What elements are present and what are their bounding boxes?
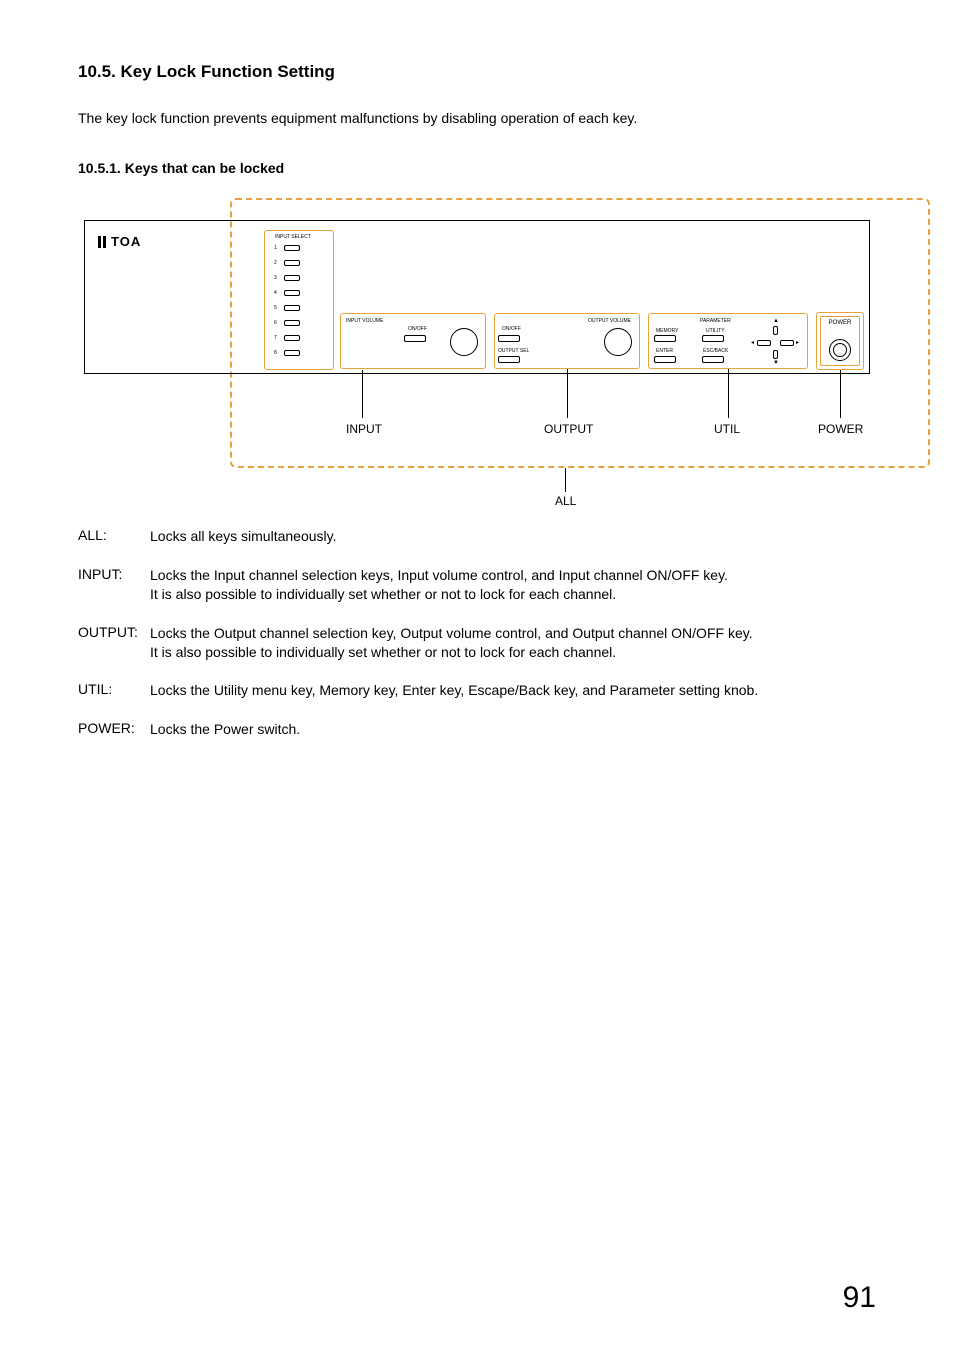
- output-volume-knob: [604, 328, 632, 356]
- category-util: UTIL: [714, 422, 740, 436]
- ch-btn-3: [284, 275, 300, 281]
- ch-btn-6: [284, 320, 300, 326]
- label-onoff-left: ON/OFF: [408, 326, 427, 332]
- subsection-title: 10.5.1. Keys that can be locked: [78, 160, 876, 176]
- category-input: INPUT: [346, 422, 382, 436]
- def-row: ALL: Locks all keys simultaneously.: [78, 527, 876, 546]
- nav-down-arrow-icon: ▼: [773, 360, 779, 366]
- utility-btn: [702, 335, 724, 342]
- line-power: [840, 370, 841, 418]
- def-term: OUTPUT:: [78, 624, 150, 662]
- ch-num-1: 1: [274, 245, 277, 251]
- def-row: OUTPUT: Locks the Output channel selecti…: [78, 624, 876, 662]
- nav-up-arrow-icon: ▲: [773, 318, 779, 324]
- label-parameter: PARAMETER: [700, 318, 731, 324]
- group-power: POWER: [816, 312, 864, 370]
- ch-btn-4: [284, 290, 300, 296]
- def-term: POWER:: [78, 720, 150, 739]
- group-input-select: [264, 230, 334, 370]
- ch-num-6: 6: [274, 320, 277, 326]
- nav-right-btn: [780, 340, 794, 346]
- ch-num-4: 4: [274, 290, 277, 296]
- power-switch-icon: [829, 339, 851, 361]
- label-output-sel: OUTPUT SEL: [498, 348, 529, 354]
- ch-btn-5: [284, 305, 300, 311]
- memory-btn: [654, 335, 676, 342]
- enter-btn: [654, 356, 676, 363]
- label-escback: ESC/BACK: [703, 348, 728, 354]
- label-onoff-right: ON/OFF: [502, 326, 521, 332]
- line-util: [728, 369, 729, 418]
- nav-right-arrow-icon: ▸: [796, 340, 799, 346]
- ch-num-7: 7: [274, 335, 277, 341]
- key-lock-diagram: TOA INPUT SELECT 1 2 3 4 5 6 7 8 INPUT V…: [78, 198, 876, 503]
- label-input-select: INPUT SELECT: [275, 234, 311, 240]
- ch-num-5: 5: [274, 305, 277, 311]
- label-memory: MEMORY: [656, 328, 678, 334]
- ch-num-8: 8: [274, 350, 277, 356]
- def-body: Locks the Output channel selection key, …: [150, 624, 876, 662]
- def-body: Locks all keys simultaneously.: [150, 527, 876, 546]
- line-input: [362, 370, 363, 418]
- def-body: Locks the Power switch.: [150, 720, 876, 739]
- def-row: UTIL: Locks the Utility menu key, Memory…: [78, 681, 876, 700]
- label-output-volume: OUTPUT VOLUME: [588, 318, 631, 324]
- category-all: ALL: [555, 494, 576, 508]
- def-term: INPUT:: [78, 566, 150, 604]
- toa-logo: TOA: [98, 234, 141, 249]
- category-output: OUTPUT: [544, 422, 593, 436]
- section-title: 10.5. Key Lock Function Setting: [78, 62, 876, 82]
- intro-text: The key lock function prevents equipment…: [78, 110, 876, 126]
- label-power: POWER: [829, 320, 852, 326]
- def-row: INPUT: Locks the Input channel selection…: [78, 566, 876, 604]
- logo-text: TOA: [111, 234, 141, 249]
- def-row: POWER: Locks the Power switch.: [78, 720, 876, 739]
- def-term: UTIL:: [78, 681, 150, 700]
- power-switch-inner-icon: [833, 343, 847, 357]
- ch-btn-8: [284, 350, 300, 356]
- def-body: Locks the Utility menu key, Memory key, …: [150, 681, 876, 700]
- ch-num-2: 2: [274, 260, 277, 266]
- ch-btn-7: [284, 335, 300, 341]
- output-onoff-btn: [498, 335, 520, 342]
- line-all: [565, 468, 566, 492]
- input-volume-knob: [450, 328, 478, 356]
- nav-left-arrow-icon: ◂: [751, 340, 754, 346]
- nav-up-btn: [773, 326, 778, 335]
- escback-btn: [702, 356, 724, 363]
- page-number: 91: [843, 1281, 876, 1315]
- input-onoff-btn: [404, 335, 426, 342]
- nav-down-btn: [773, 350, 778, 359]
- line-output: [567, 369, 568, 418]
- output-sel-btn: [498, 356, 520, 363]
- ch-btn-2: [284, 260, 300, 266]
- label-enter: ENTER: [656, 348, 673, 354]
- ch-num-3: 3: [274, 275, 277, 281]
- group-power-inner: POWER: [820, 316, 860, 366]
- def-body: Locks the Input channel selection keys, …: [150, 566, 876, 604]
- logo-bars-icon: [98, 236, 108, 248]
- label-input-volume: INPUT VOLUME: [346, 318, 383, 324]
- nav-left-btn: [757, 340, 771, 346]
- def-term: ALL:: [78, 527, 150, 546]
- label-utility: UTILITY: [706, 328, 725, 334]
- definitions-list: ALL: Locks all keys simultaneously. INPU…: [78, 527, 876, 739]
- ch-btn-1: [284, 245, 300, 251]
- category-power: POWER: [818, 422, 863, 436]
